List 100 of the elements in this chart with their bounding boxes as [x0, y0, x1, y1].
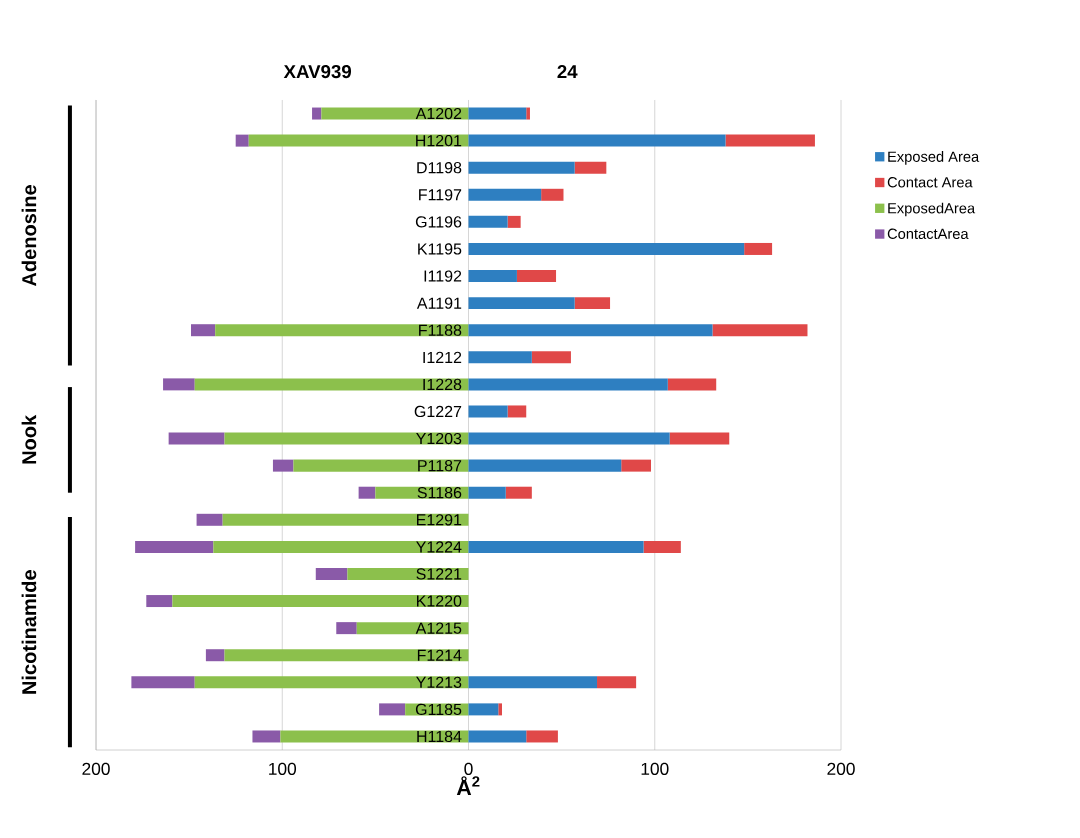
bar — [541, 188, 564, 201]
bar — [235, 134, 249, 147]
y-tick-label: A1202 — [415, 107, 462, 120]
bar — [468, 242, 745, 255]
bar — [315, 567, 348, 580]
bar — [135, 540, 214, 553]
y-tick-label: F1214 — [417, 649, 462, 661]
bar — [194, 378, 469, 391]
text: XAV939 — [283, 64, 352, 79]
legend-label: Exposed Area — [888, 151, 980, 165]
bar — [516, 270, 557, 283]
bar — [669, 432, 730, 445]
bar — [468, 459, 622, 472]
legend-label: Contact Area — [887, 177, 973, 188]
legend-label: ContactArea — [887, 228, 969, 239]
x-axis-title: Å$^{2}$ — [456, 776, 480, 795]
bar — [725, 134, 815, 147]
y-tick-label: P1187 — [418, 459, 462, 472]
bar — [468, 134, 726, 147]
bar — [293, 459, 469, 472]
x-tick-label: 100 — [641, 762, 669, 775]
bar — [468, 378, 668, 391]
y-tick-label: I1212 — [423, 351, 462, 363]
bar — [712, 324, 808, 337]
y-tick-label: H1201 — [416, 134, 462, 147]
bar — [505, 486, 532, 499]
bar — [215, 324, 469, 337]
bar — [172, 595, 469, 608]
bar — [248, 134, 469, 147]
bar — [379, 703, 406, 716]
bar — [194, 676, 469, 689]
x-tick-label: 200 — [827, 762, 855, 775]
bar — [468, 432, 670, 445]
y-tick-label: Y1203 — [416, 432, 462, 445]
bar — [224, 432, 469, 445]
x-tick-label: 0 — [464, 762, 473, 775]
bar — [347, 567, 469, 580]
y-tick-label: I1192 — [424, 270, 462, 282]
bar — [621, 459, 652, 472]
bar — [358, 486, 376, 499]
bar — [468, 540, 644, 553]
y-tick-label: G1196 — [415, 216, 462, 228]
bar — [468, 405, 508, 418]
x-tick-label: 100 — [269, 762, 297, 775]
bar — [468, 324, 713, 337]
y-tick-label: G1185 — [415, 703, 462, 716]
bar — [321, 107, 469, 120]
y-tick-label: G1227 — [414, 405, 462, 418]
x-tick-label: 200 — [82, 762, 110, 775]
y-tick-label: D1198 — [417, 162, 462, 174]
text: Nicotinamide — [21, 570, 37, 694]
bar — [163, 378, 195, 391]
bar — [213, 540, 469, 553]
bar — [468, 351, 532, 364]
y-tick-label: H1184 — [417, 730, 462, 743]
y-tick-label: K1195 — [418, 243, 462, 255]
bar — [272, 459, 294, 472]
bar — [507, 405, 527, 418]
bar — [468, 676, 598, 689]
bar — [222, 513, 469, 526]
bar — [190, 324, 216, 337]
bar — [196, 513, 223, 526]
text: Adenosine — [21, 184, 37, 287]
bar — [531, 351, 571, 364]
y-tick-label: I1228 — [423, 378, 462, 391]
bar — [468, 297, 575, 310]
y-tick-label: F1188 — [419, 324, 462, 336]
y-tick-label: F1197 — [419, 189, 462, 201]
bar — [280, 730, 469, 743]
bar — [468, 270, 517, 283]
y-tick-label: S1221 — [416, 568, 462, 580]
bar — [597, 676, 637, 689]
bar — [468, 188, 542, 201]
text: Nook — [21, 414, 37, 464]
bar — [312, 107, 322, 120]
bar — [574, 161, 607, 174]
y-tick-label: A1191 — [416, 297, 462, 309]
bar — [252, 730, 281, 743]
y-tick-label: A1215 — [415, 622, 462, 634]
y-tick-label: S1186 — [417, 487, 462, 499]
bar — [224, 649, 469, 662]
y-tick-label: Y1224 — [416, 541, 462, 553]
bar — [744, 242, 773, 255]
bar — [643, 540, 681, 553]
bar — [131, 676, 195, 689]
bar — [468, 486, 506, 499]
bar — [468, 161, 575, 174]
bar — [526, 730, 558, 743]
bar — [468, 703, 499, 716]
y-tick-label: K1220 — [417, 595, 462, 607]
bar — [168, 432, 225, 445]
bar — [526, 107, 530, 120]
bar — [468, 215, 508, 228]
bar — [574, 297, 611, 310]
bar — [336, 622, 357, 635]
bar — [205, 649, 225, 662]
bar — [468, 730, 527, 743]
text: 24 — [557, 65, 578, 79]
bar — [146, 595, 173, 608]
bar — [468, 107, 527, 120]
